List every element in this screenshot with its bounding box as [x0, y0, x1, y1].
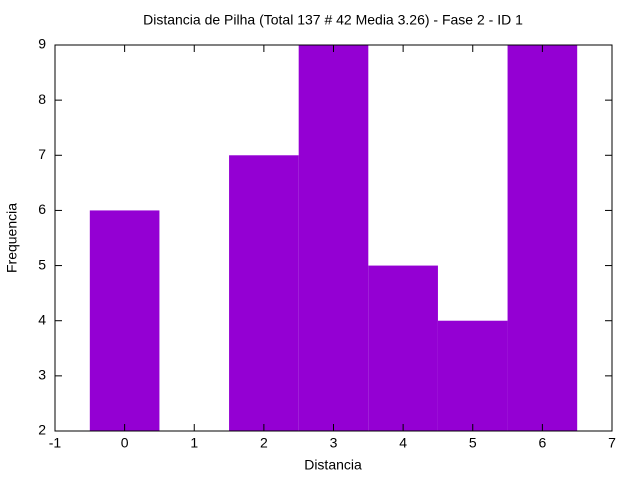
bar — [437, 320, 508, 431]
y-tick-label: 5 — [38, 256, 46, 272]
x-tick-label: 2 — [260, 435, 268, 451]
x-axis-label: Distancia — [304, 457, 362, 473]
x-tick-label: 1 — [190, 435, 198, 451]
x-tick-label: 3 — [330, 435, 338, 451]
chart-title: Distancia de Pilha (Total 137 # 42 Media… — [143, 12, 523, 28]
x-tick-label: 0 — [121, 435, 129, 451]
x-tick-label: -1 — [49, 435, 62, 451]
bar — [507, 45, 578, 431]
bar — [229, 155, 299, 432]
bar — [89, 210, 160, 431]
x-tick-label: 7 — [608, 435, 616, 451]
y-tick-label: 7 — [38, 146, 46, 162]
bar — [368, 265, 438, 431]
y-tick-label: 9 — [38, 36, 46, 52]
y-tick-label: 6 — [38, 201, 46, 217]
x-tick-label: 5 — [469, 435, 477, 451]
y-tick-label: 4 — [38, 311, 46, 327]
y-tick-label: 3 — [38, 367, 46, 383]
y-tick-label: 8 — [38, 91, 46, 107]
plot-border — [54, 44, 613, 432]
y-tick-label: 2 — [38, 422, 46, 438]
x-tick-label: 6 — [538, 435, 546, 451]
bar — [298, 45, 369, 431]
x-tick-label: 4 — [399, 435, 407, 451]
y-axis-label: Frequencia — [4, 203, 20, 273]
